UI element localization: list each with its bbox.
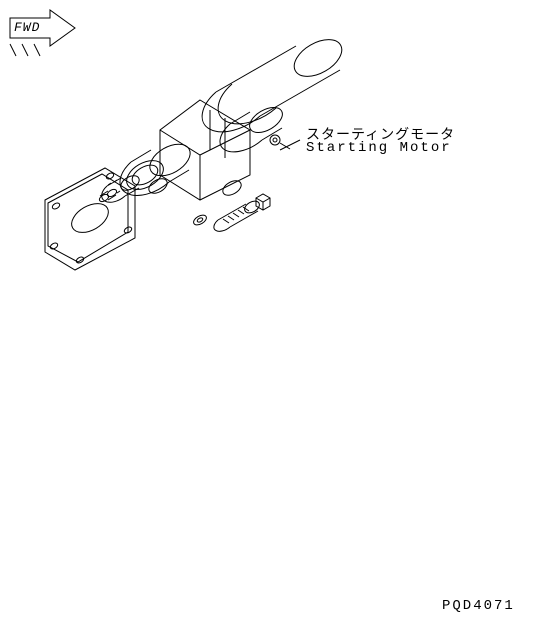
motor-body-cylinder xyxy=(202,32,348,132)
callout-starting-motor-en: Starting Motor xyxy=(306,140,452,156)
drawing-code: PQD4071 xyxy=(442,598,515,614)
fwd-indicator-text: FWD xyxy=(14,20,40,35)
mounting-bolt xyxy=(214,194,270,231)
starting-motor-drawing xyxy=(45,32,348,270)
washer xyxy=(192,213,208,227)
diagram-svg xyxy=(0,0,535,624)
drive-housing xyxy=(120,138,196,196)
diagram-canvas: FWD スターティングモータ Starting Motor PQD4071 xyxy=(0,0,535,624)
solenoid-cylinder xyxy=(220,102,290,152)
